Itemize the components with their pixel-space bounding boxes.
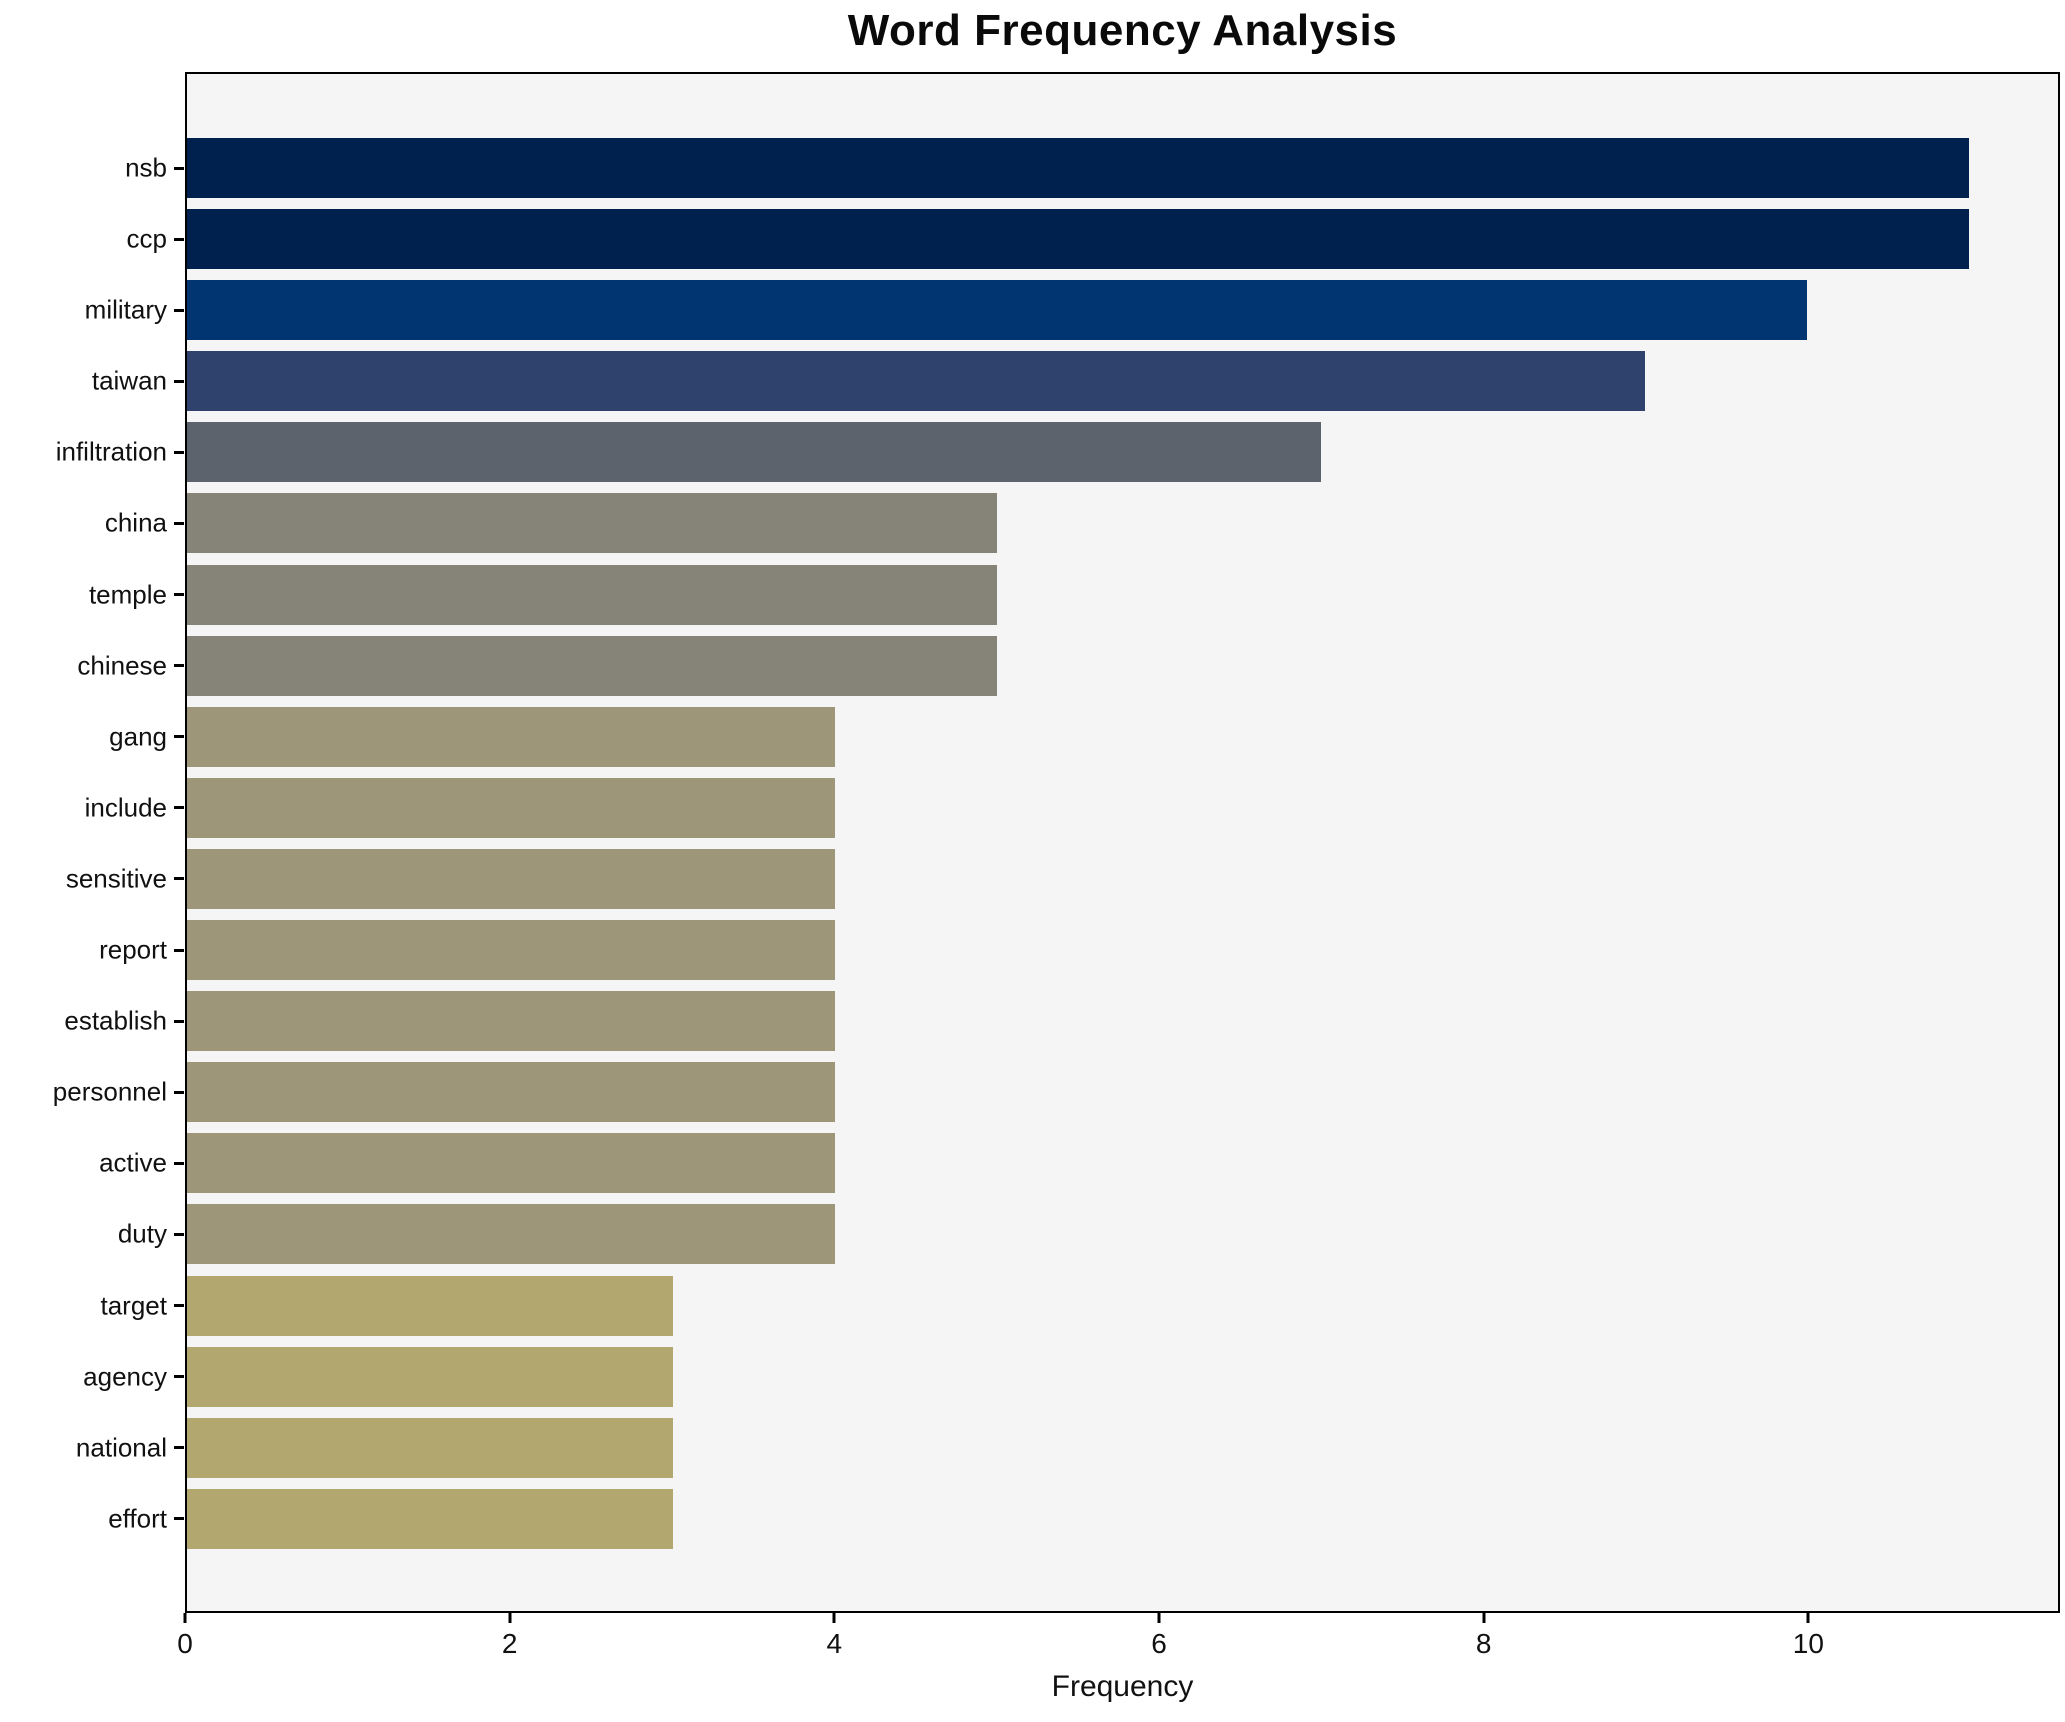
bar-row: nsb [125,138,2058,198]
y-tick-label: establish [64,1005,167,1036]
y-tick-label: military [84,294,167,325]
y-tick-label: gang [109,721,167,752]
y-tick-mark [174,1161,184,1165]
bar-row: temple [89,564,2058,625]
y-tick-label: nsb [125,152,167,183]
bar-row: infiltration [56,422,2058,483]
y-tick-mark [174,1517,184,1521]
y-tick-label: active [99,1147,167,1178]
bar-row: china [105,493,2058,554]
y-tick-mark [174,877,184,881]
y-tick-mark [174,1090,184,1094]
y-tick-label: infiltration [55,436,167,467]
bar-nsb [187,138,1969,198]
chart-title: Word Frequency Analysis [847,6,1398,55]
y-tick-label: national [75,1432,167,1463]
bar-row: establish [64,991,2058,1052]
y-tick-mark [174,166,184,170]
x-tick-mark [1482,1613,1486,1623]
y-tick-mark [174,308,184,312]
bars-container: nsb ccp military taiwan infiltration china tem… [53,74,2058,1611]
bar-row: effort [108,1488,2058,1549]
bar-establish [187,991,835,1052]
x-tick-mark [508,1613,512,1623]
bar-infiltration [187,422,1321,483]
bar-military [187,280,1807,341]
bar-ccp [187,209,1969,270]
y-tick-mark [174,1375,184,1379]
y-tick-mark [174,1019,184,1023]
x-tick-mark [183,1613,187,1623]
y-tick-mark [174,806,184,810]
y-tick-mark [174,237,184,241]
y-tick-label: chinese [77,650,167,681]
bar-taiwan [187,351,1645,412]
y-tick-mark [174,593,184,597]
bar-row: gang [109,706,2058,767]
y-tick-mark [174,1304,184,1307]
y-tick-mark [174,379,184,383]
y-tick-mark [174,735,184,739]
y-tick-mark [174,1232,184,1236]
y-tick-label: report [99,934,167,965]
y-tick-mark [174,521,184,525]
bar-national [187,1417,673,1478]
bar-report [187,920,835,981]
x-tick-label: 2 [501,1628,518,1659]
bar-include [187,777,835,838]
y-tick-label: ccp [126,223,167,254]
y-tick-label: include [84,792,167,823]
bar-row: ccp [127,209,2058,270]
bar-row: include [85,777,2058,838]
x-tick-label: 0 [177,1628,193,1659]
bar-target [187,1275,673,1336]
y-tick-mark [174,450,184,454]
y-tick-label: effort [108,1503,167,1534]
x-axis: 0 2 4 6 8 10 [177,1613,2060,1673]
x-tick-mark [832,1613,836,1623]
bar-row: personnel [53,1062,2058,1123]
y-tick-mark [174,664,184,668]
y-tick-label: temple [88,579,167,610]
x-axis-label: Frequency [1051,1670,1194,1703]
x-tick-label: 4 [826,1628,843,1659]
bar-row: target [101,1275,2058,1336]
bar-row: report [99,920,2058,981]
y-tick-label: taiwan [91,365,167,396]
bar-sensitive [187,848,835,909]
bar-gang [187,706,835,767]
bar-agency [187,1346,673,1407]
bar-row: active [99,1133,2058,1194]
bar-row: agency [83,1346,2058,1407]
bar-duty [187,1204,835,1265]
y-tick-label: china [104,507,167,538]
bar-active [187,1133,835,1194]
bar-row: sensitive [66,848,2058,909]
y-tick-label: sensitive [65,863,167,894]
y-tick-mark [174,948,184,952]
x-tick-label: 8 [1475,1628,1492,1659]
bar-temple [187,564,997,625]
y-tick-label: agency [83,1361,167,1392]
bar-row: national [76,1417,2058,1478]
bar-row: military [85,280,2058,341]
bar-chinese [187,635,997,696]
plot-area: nsb ccp military taiwan infiltration china tem… [53,72,2060,1613]
bar-effort [187,1488,673,1549]
bar-row: taiwan [92,351,2058,412]
bar-row: chinese [77,635,2058,696]
x-tick-mark [1157,1613,1161,1623]
y-tick-label: personnel [52,1076,167,1107]
y-tick-mark [174,1446,184,1450]
x-tick-mark [1806,1613,1810,1623]
y-tick-label: duty [117,1218,167,1249]
x-tick-label: 10 [1792,1628,1824,1659]
x-tick-label: 6 [1151,1628,1167,1659]
bar-personnel [187,1062,835,1123]
bar-row: duty [118,1204,2058,1265]
y-tick-label: target [100,1290,168,1320]
bar-china [187,493,997,554]
